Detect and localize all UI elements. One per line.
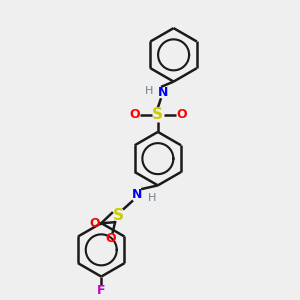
Text: H: H: [145, 86, 153, 96]
Text: S: S: [152, 107, 164, 122]
Text: F: F: [97, 284, 106, 297]
Text: N: N: [132, 188, 142, 201]
Text: H: H: [147, 193, 156, 203]
Text: N: N: [158, 86, 169, 99]
Text: O: O: [105, 232, 116, 245]
Text: O: O: [90, 217, 100, 230]
Text: O: O: [129, 108, 140, 121]
Text: S: S: [113, 208, 124, 223]
Text: O: O: [176, 108, 187, 121]
